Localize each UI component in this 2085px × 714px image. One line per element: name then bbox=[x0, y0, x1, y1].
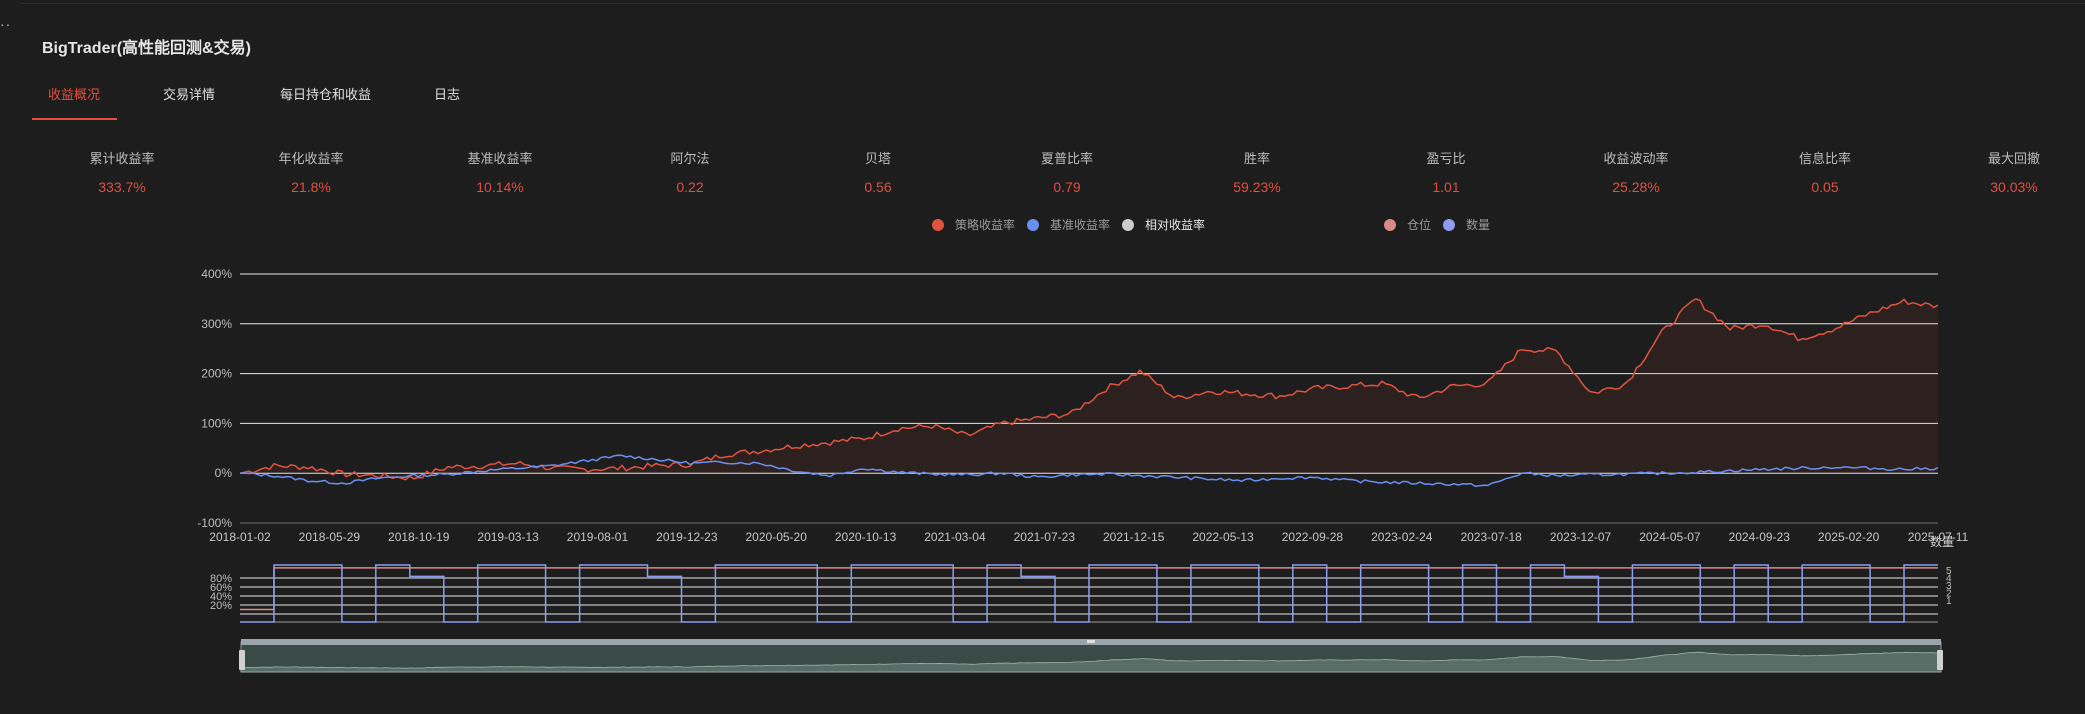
stat-value: 0.79 bbox=[1053, 179, 1081, 195]
stat-9: 信息比率 0.05 bbox=[1725, 148, 1925, 195]
zoom-slider-preview bbox=[240, 651, 1942, 673]
x-tick-label-0: 2018-01-02 bbox=[209, 530, 271, 544]
zoom-handle-left[interactable] bbox=[239, 650, 245, 670]
tab-overview[interactable]: 收益概况 bbox=[48, 87, 101, 102]
more-dots-icon[interactable]: ·· bbox=[0, 16, 12, 32]
stat-label: 盈亏比 bbox=[1426, 151, 1466, 166]
stat-value: 25.28% bbox=[1612, 179, 1660, 195]
x-tick-label-16: 2024-05-07 bbox=[1639, 530, 1701, 544]
tab-daily-positions[interactable]: 每日持仓和收益 bbox=[280, 87, 372, 102]
benchmark-line bbox=[239, 454, 1939, 488]
stat-8: 收益波动率 25.28% bbox=[1536, 148, 1736, 195]
legend-label-2: 相对收益率 bbox=[1145, 217, 1205, 232]
tab-trade-details[interactable]: 交易详情 bbox=[163, 87, 216, 102]
stat-label: 基准收益率 bbox=[467, 151, 533, 166]
stat-0: 累计收益率 333.7% bbox=[22, 148, 222, 195]
legend-marker-1 bbox=[1027, 219, 1039, 231]
stat-value: 1.01 bbox=[1432, 179, 1460, 195]
strategy-area bbox=[240, 299, 1938, 480]
stat-value: 0.22 bbox=[676, 179, 704, 195]
stat-value: 333.7% bbox=[98, 179, 146, 195]
x-tick-label-6: 2020-05-20 bbox=[746, 530, 808, 544]
x-tick-label-11: 2022-05-13 bbox=[1192, 530, 1254, 544]
stat-7: 盈亏比 1.01 bbox=[1346, 148, 1546, 195]
stat-label: 阿尔法 bbox=[670, 151, 710, 166]
x-tick-label-14: 2023-07-18 bbox=[1460, 530, 1522, 544]
x-tick-label-5: 2019-12-23 bbox=[656, 530, 718, 544]
x-tick-label-3: 2019-03-13 bbox=[477, 530, 539, 544]
count-line bbox=[240, 564, 1938, 623]
legend-marker-4 bbox=[1443, 219, 1455, 231]
x-tick-label-7: 2020-10-13 bbox=[835, 530, 897, 544]
zoom-handle-right[interactable] bbox=[1937, 650, 1943, 670]
x-tick-label-13: 2023-02-24 bbox=[1371, 530, 1433, 544]
page-title: BigTrader(高性能回测&交易) bbox=[42, 40, 251, 57]
x-tick-label-15: 2023-12-07 bbox=[1550, 530, 1612, 544]
stat-4: 贝塔 0.56 bbox=[778, 148, 978, 195]
stat-value: 10.14% bbox=[476, 179, 524, 195]
position-line bbox=[240, 567, 1938, 611]
legend-marker-0 bbox=[932, 219, 944, 231]
stat-3: 阿尔法 0.22 bbox=[590, 148, 790, 195]
tab-log[interactable]: 日志 bbox=[434, 87, 461, 102]
stat-label: 贝塔 bbox=[864, 151, 891, 166]
sub-y2-tick-4: 1 bbox=[1946, 596, 1952, 607]
y-tick-label-0: 400% bbox=[201, 267, 232, 281]
y-tick-label-4: 0% bbox=[215, 466, 233, 480]
stat-6: 胜率 59.23% bbox=[1157, 148, 1357, 195]
y-tick-label-2: 200% bbox=[201, 367, 232, 381]
sub-y-tick-1: 60% bbox=[210, 582, 232, 594]
x-tick-label-17: 2024-09-23 bbox=[1729, 530, 1791, 544]
sub-y2-label: 数量 bbox=[1930, 534, 1954, 549]
x-tick-label-12: 2022-09-28 bbox=[1282, 530, 1344, 544]
stat-value: 0.56 bbox=[864, 179, 892, 195]
stat-1: 年化收益率 21.8% bbox=[211, 148, 411, 195]
sub-y2-tick-2: 3 bbox=[1946, 581, 1952, 592]
tab-active-indicator bbox=[32, 118, 117, 120]
stat-label: 最大回撤 bbox=[1987, 151, 2040, 166]
zoom-slider-grip-icon bbox=[1087, 640, 1095, 643]
sub-y2-tick-1: 4 bbox=[1946, 574, 1952, 585]
x-tick-label-1: 2018-05-29 bbox=[299, 530, 361, 544]
x-tick-label-8: 2021-03-04 bbox=[924, 530, 986, 544]
stat-2: 基准收益率 10.14% bbox=[400, 148, 600, 195]
x-tick-label-9: 2021-07-23 bbox=[1014, 530, 1076, 544]
stat-label: 夏普比率 bbox=[1040, 151, 1093, 166]
stat-5: 夏普比率 0.79 bbox=[967, 148, 1167, 195]
x-tick-label-18: 2025-02-20 bbox=[1818, 530, 1880, 544]
x-tick-label-2: 2018-10-19 bbox=[388, 530, 450, 544]
stat-label: 信息比率 bbox=[1798, 151, 1851, 166]
y-tick-label-1: 300% bbox=[201, 317, 232, 331]
stat-10: 最大回撤 30.03% bbox=[1914, 148, 2085, 195]
stat-value: 0.05 bbox=[1811, 179, 1839, 195]
top-border bbox=[20, 0, 2085, 4]
sub-y2-tick-3: 2 bbox=[1946, 589, 1952, 600]
legend-label-3: 仓位 bbox=[1407, 217, 1431, 232]
sub-y2-tick-0: 5 bbox=[1946, 566, 1952, 577]
stat-label: 累计收益率 bbox=[89, 151, 155, 166]
y-tick-label-5: -100% bbox=[197, 516, 232, 530]
legend-label-1: 基准收益率 bbox=[1050, 217, 1110, 232]
stat-label: 胜率 bbox=[1243, 151, 1270, 166]
stat-value: 21.8% bbox=[291, 179, 331, 195]
x-tick-label-10: 2021-12-15 bbox=[1103, 530, 1165, 544]
strategy-line bbox=[239, 298, 1939, 481]
legend-marker-2 bbox=[1122, 219, 1134, 231]
stat-value: 30.03% bbox=[1990, 179, 2038, 195]
x-tick-label-4: 2019-08-01 bbox=[567, 530, 629, 544]
stat-value: 59.23% bbox=[1233, 179, 1281, 195]
x-tick-label-19: 2025-07-11 bbox=[1908, 530, 1969, 544]
stat-label: 收益波动率 bbox=[1603, 151, 1669, 166]
legend-label-4: 数量 bbox=[1466, 217, 1490, 232]
sub-y-tick-2: 40% bbox=[210, 591, 232, 603]
stat-label: 年化收益率 bbox=[278, 151, 344, 166]
legend-marker-3 bbox=[1384, 219, 1396, 231]
sub-y-tick-3: 20% bbox=[210, 600, 232, 612]
sub-y-tick-0: 80% bbox=[210, 573, 232, 585]
y-tick-label-3: 100% bbox=[201, 416, 232, 430]
legend-label-0: 策略收益率 bbox=[955, 217, 1015, 232]
